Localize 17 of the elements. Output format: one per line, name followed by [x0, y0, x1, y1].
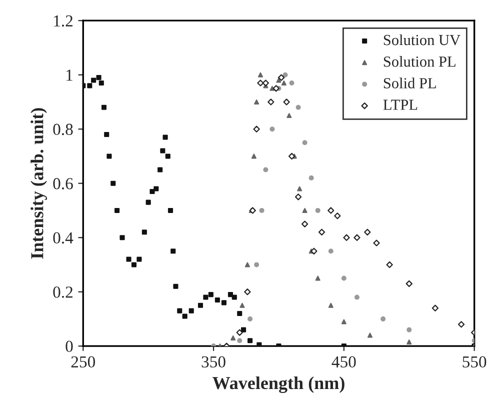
legend-label: LTPL	[383, 100, 418, 110]
y-tick-label: 0	[66, 340, 73, 352]
y-tick-label: 0.2	[53, 286, 72, 298]
x-tick-label: 350	[202, 356, 226, 368]
x-tick-label: 450	[332, 356, 356, 368]
y-axis-title: Intensity (arb. unit)	[30, 108, 48, 259]
x-tick-label: 550	[462, 356, 486, 368]
legend-label: Solution PL	[384, 56, 456, 67]
x-tick-label: 250	[71, 356, 95, 368]
y-tick-label: 1.2	[54, 15, 72, 27]
x-axis-title: Wavelength (nm)	[212, 376, 344, 393]
y-tick-label: 0.4	[53, 232, 74, 244]
legend-label: Solution UV	[384, 34, 460, 46]
legend-label: Solid PL	[384, 78, 436, 88]
y-tick-label: 1	[66, 70, 72, 81]
y-tick-label: 0.8	[53, 124, 73, 136]
y-tick-label: 0.6	[53, 178, 73, 190]
